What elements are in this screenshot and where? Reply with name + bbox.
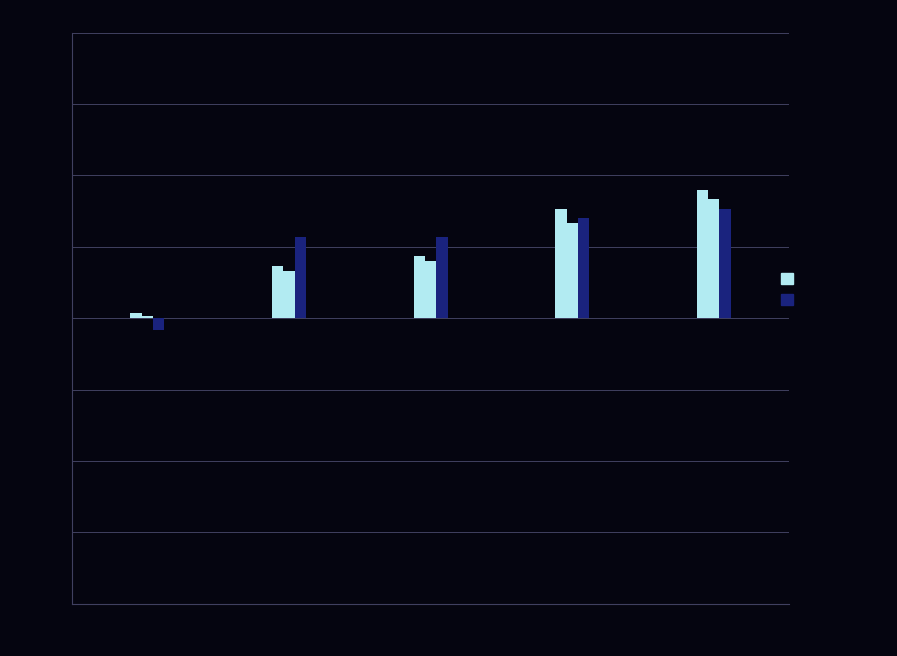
Bar <box>142 316 153 318</box>
Bar <box>283 271 294 318</box>
Bar <box>719 209 731 318</box>
Bar <box>414 256 425 318</box>
Bar <box>130 314 142 318</box>
Bar <box>697 190 708 318</box>
Bar <box>272 266 283 318</box>
Bar <box>153 318 164 329</box>
Bar <box>294 237 306 318</box>
Bar <box>567 223 578 318</box>
Bar <box>425 261 436 318</box>
Bar <box>436 237 448 318</box>
Bar <box>578 218 589 318</box>
Bar <box>555 209 567 318</box>
Bar <box>708 199 719 318</box>
Legend: , : , <box>781 272 797 307</box>
